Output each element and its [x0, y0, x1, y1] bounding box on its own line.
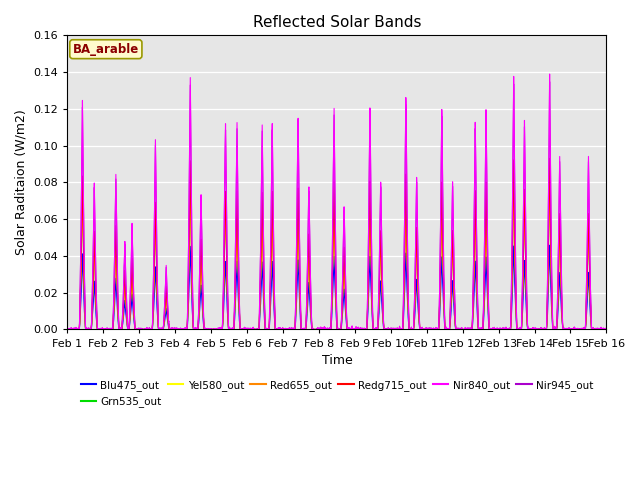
- Legend: Blu475_out, Grn535_out, Yel580_out, Red655_out, Redg715_out, Nir840_out, Nir945_: Blu475_out, Grn535_out, Yel580_out, Red6…: [76, 376, 597, 411]
- X-axis label: Time: Time: [321, 354, 352, 367]
- Y-axis label: Solar Raditaion (W/m2): Solar Raditaion (W/m2): [15, 109, 28, 255]
- Text: BA_arable: BA_arable: [73, 43, 139, 56]
- Title: Reflected Solar Bands: Reflected Solar Bands: [253, 15, 421, 30]
